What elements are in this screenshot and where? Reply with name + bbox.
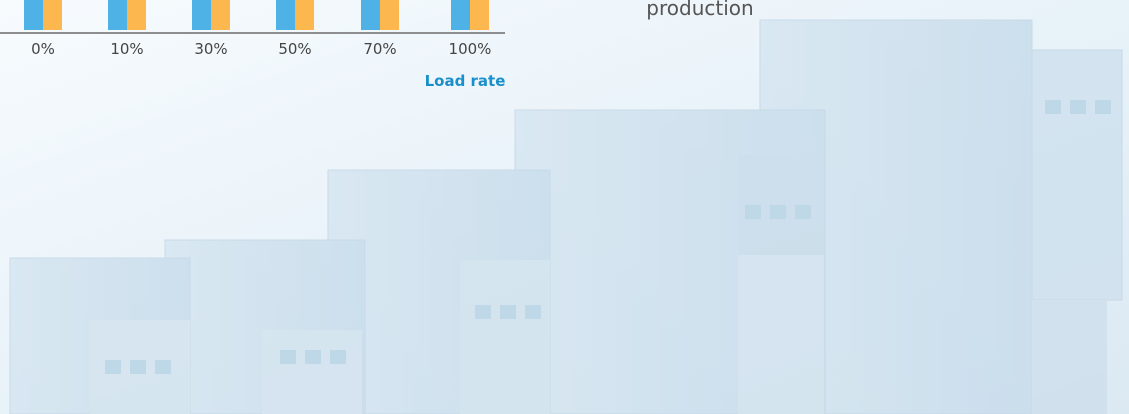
caption: production xyxy=(646,0,753,20)
bar-orange xyxy=(211,0,230,30)
bar-blue xyxy=(451,0,470,30)
bar-orange xyxy=(43,0,62,30)
bar-orange xyxy=(380,0,399,30)
x-label: 30% xyxy=(194,40,227,58)
bar-blue xyxy=(24,0,43,30)
x-label: 10% xyxy=(110,40,143,58)
axis-label: Load rate xyxy=(425,72,506,90)
bar-blue xyxy=(192,0,211,30)
x-label: 70% xyxy=(363,40,396,58)
bar-blue xyxy=(276,0,295,30)
x-label: 100% xyxy=(449,40,492,58)
x-label: 50% xyxy=(278,40,311,58)
bar-orange xyxy=(127,0,146,30)
bar-blue xyxy=(361,0,380,30)
page: 0% 10% 30% 50% 70% 100% Load rate production xyxy=(0,0,1129,414)
bar-orange xyxy=(295,0,314,30)
x-label: 0% xyxy=(31,40,55,58)
bar-orange xyxy=(470,0,489,30)
bar-blue xyxy=(108,0,127,30)
